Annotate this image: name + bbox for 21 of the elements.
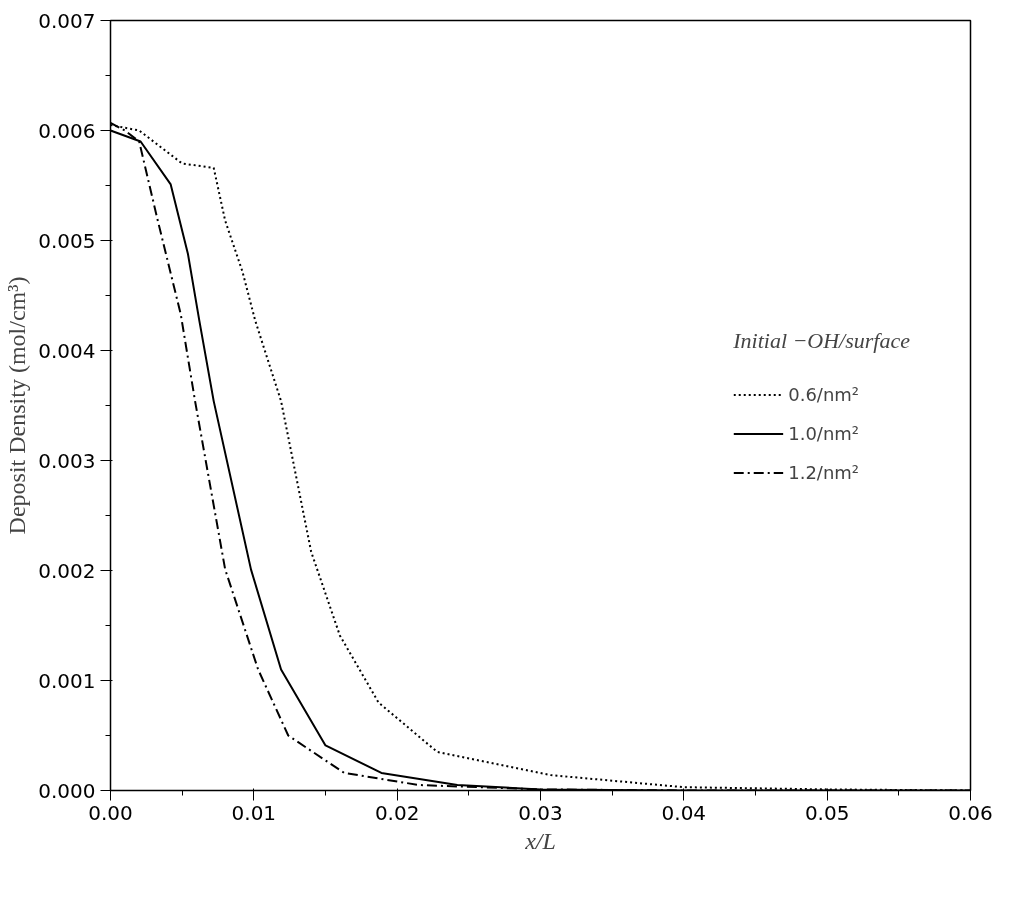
y-tick-label: 0.005: [38, 228, 96, 253]
x-tick-label: 0.02: [374, 800, 420, 825]
x-tick-label: 0.06: [948, 800, 993, 825]
y-tick-label: 0.004: [38, 338, 96, 363]
y-tick-label: 0.002: [38, 558, 96, 583]
x-tick-label: 0.01: [231, 800, 277, 825]
y-axis-title: Deposit Density (mol/cm³): [4, 276, 31, 535]
x-tick-label: 0.03: [518, 800, 563, 825]
x-tick-label: 0.04: [661, 800, 707, 825]
x-axis-title: x/L: [524, 827, 556, 854]
y-tick-label: 0.007: [38, 8, 96, 33]
legend-title: Initial −OH/surface: [733, 327, 910, 354]
y-tick-label: 0.001: [38, 668, 96, 693]
y-tick-label: 0.003: [38, 448, 96, 473]
y-tick-label: 0.000: [38, 778, 96, 803]
legend-label: 0.6/nm²: [788, 383, 860, 405]
x-tick-label: 0.05: [804, 800, 850, 825]
x-tick-label: 0.00: [88, 800, 133, 825]
legend-label: 1.0/nm²: [788, 422, 860, 444]
y-tick-label: 0.006: [38, 118, 96, 143]
legend-label: 1.2/nm²: [788, 461, 860, 483]
